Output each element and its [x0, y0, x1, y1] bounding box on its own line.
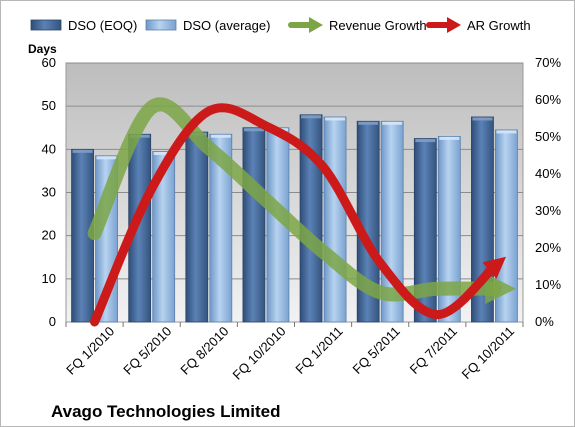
bar-dso-eoq: [299, 114, 323, 323]
y2-tick-label: 70%: [535, 55, 561, 70]
bar-top-cap: [96, 156, 117, 160]
legend-label: Revenue Growth: [329, 18, 427, 33]
y-tick-label: 0: [49, 314, 56, 329]
series-line-ar-growth: [90, 103, 506, 327]
legend-arrowhead: [309, 17, 323, 33]
x-tick-label: FQ 5/2011: [350, 324, 403, 377]
bar-dso-average: [209, 133, 233, 323]
bar-dso-eoq: [242, 127, 266, 323]
x-tick-label: FQ 1/2010: [63, 324, 117, 378]
bar-top-cap: [72, 149, 93, 153]
bar-dso-average: [437, 135, 461, 323]
bar-top-cap: [325, 117, 346, 121]
chart-title: Avago Technologies Limited: [51, 402, 281, 421]
bar-top-cap: [439, 136, 460, 140]
y2-tick-label: 40%: [535, 166, 561, 181]
bar-dso-average: [323, 116, 347, 323]
y2-tick-label: 20%: [535, 240, 561, 255]
y-tick-label: 10: [42, 271, 56, 286]
bar-dso-eoq: [413, 138, 437, 323]
bar-top-cap: [415, 139, 436, 143]
legend-arrowhead: [447, 17, 461, 33]
legend-item: Revenue Growth: [288, 17, 427, 33]
legend-item: DSO (EOQ): [30, 18, 137, 33]
x-tick-label: FQ 8/2010: [177, 324, 231, 378]
x-tick-label: FQ 1/2011: [292, 324, 345, 377]
bar-top-cap: [243, 128, 264, 132]
bar-dso-eoq: [185, 131, 209, 323]
legend-label: DSO (average): [183, 18, 270, 33]
legend-swatch: [30, 19, 62, 31]
y2-tick-label: 50%: [535, 129, 561, 144]
y-axis-title: Days: [28, 42, 57, 56]
y2-tick-label: 30%: [535, 203, 561, 218]
x-tick-label: FQ 10/2010: [229, 324, 288, 383]
y2-tick-label: 10%: [535, 277, 561, 292]
bar-top-cap: [210, 134, 231, 138]
y-tick-label: 50: [42, 98, 56, 113]
bar-top-cap: [382, 121, 403, 125]
bar-top-cap: [153, 151, 174, 155]
series-line-revenue-growth: [87, 97, 516, 305]
y2-tick-label: 60%: [535, 92, 561, 107]
bar-top-cap: [301, 115, 322, 119]
x-tick-label: FQ 7/2011: [407, 324, 460, 377]
y-tick-label: 40: [42, 141, 56, 156]
legend-item: AR Growth: [426, 17, 531, 33]
x-tick-label: FQ 5/2010: [120, 324, 174, 378]
legend-label: DSO (EOQ): [68, 18, 137, 33]
bar-dso-average: [152, 151, 176, 323]
legend-label: AR Growth: [467, 18, 531, 33]
y-tick-label: 60: [42, 55, 56, 70]
bar-top-cap: [472, 117, 493, 121]
x-tick-label: FQ 10/2011: [459, 324, 517, 382]
legend-swatch: [145, 19, 177, 31]
y2-tick-label: 0%: [535, 314, 554, 329]
bar-top-cap: [496, 130, 517, 134]
legend-item: DSO (average): [145, 18, 270, 33]
bar-top-cap: [358, 121, 379, 125]
y-tick-label: 30: [42, 185, 56, 200]
y-tick-label: 20: [42, 228, 56, 243]
